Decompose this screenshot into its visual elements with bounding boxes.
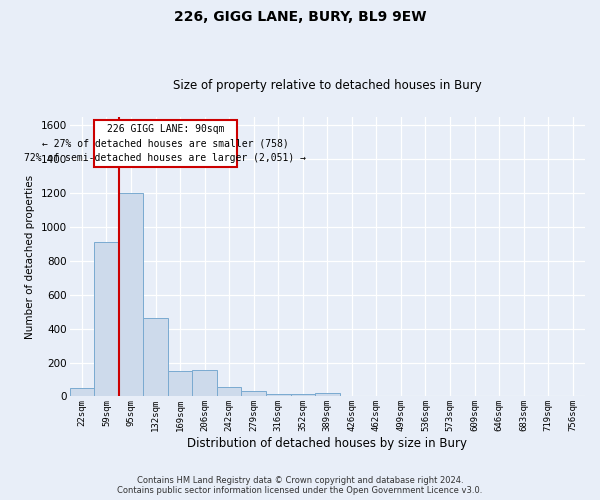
Bar bbox=[168, 371, 193, 396]
Bar bbox=[94, 120, 236, 167]
Text: 226, GIGG LANE, BURY, BL9 9EW: 226, GIGG LANE, BURY, BL9 9EW bbox=[174, 10, 426, 24]
X-axis label: Distribution of detached houses by size in Bury: Distribution of detached houses by size … bbox=[187, 437, 467, 450]
Text: Contains HM Land Registry data © Crown copyright and database right 2024.
Contai: Contains HM Land Registry data © Crown c… bbox=[118, 476, 482, 495]
Bar bbox=[193, 370, 217, 396]
Bar bbox=[266, 394, 290, 396]
Bar bbox=[143, 318, 168, 396]
Bar bbox=[315, 393, 340, 396]
Bar bbox=[94, 242, 119, 396]
Bar bbox=[70, 388, 94, 396]
Y-axis label: Number of detached properties: Number of detached properties bbox=[25, 174, 35, 338]
Title: Size of property relative to detached houses in Bury: Size of property relative to detached ho… bbox=[173, 79, 482, 92]
Text: 226 GIGG LANE: 90sqm
← 27% of detached houses are smaller (758)
72% of semi-deta: 226 GIGG LANE: 90sqm ← 27% of detached h… bbox=[25, 124, 307, 164]
Bar bbox=[119, 193, 143, 396]
Bar bbox=[241, 392, 266, 396]
Bar bbox=[217, 387, 241, 396]
Bar bbox=[290, 394, 315, 396]
